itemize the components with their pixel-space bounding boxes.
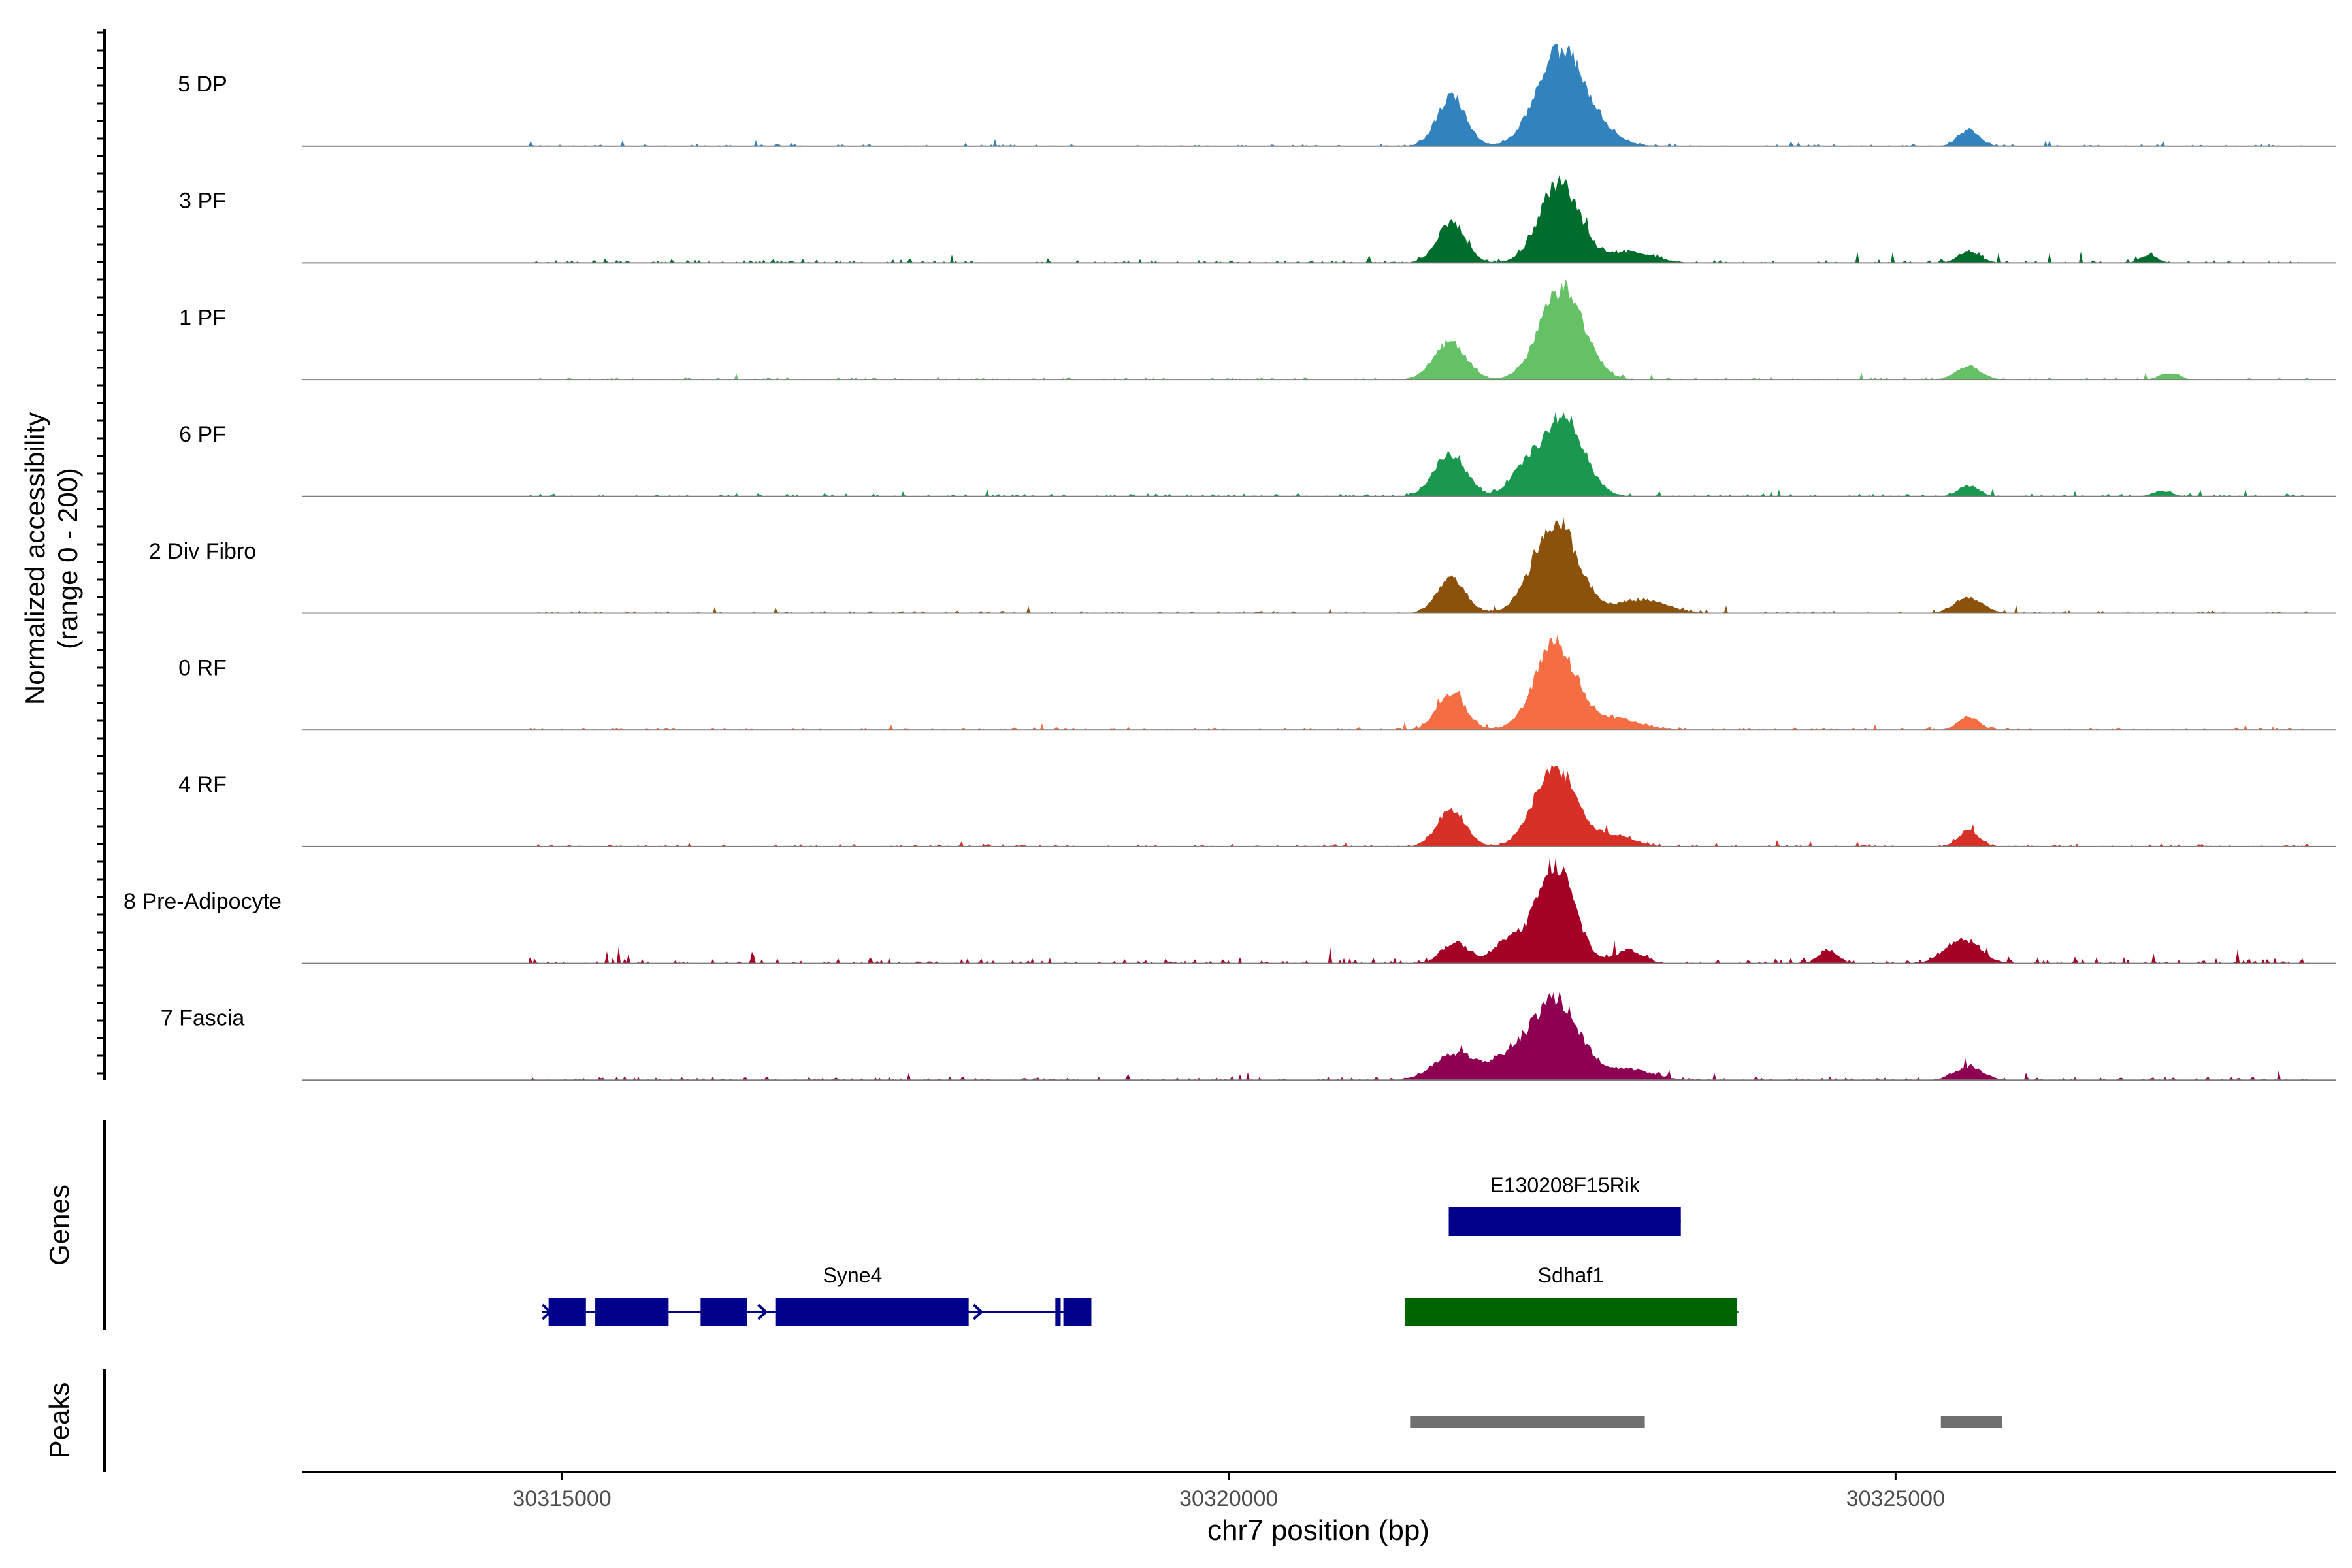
gene: Sdhaf1 (1404, 1264, 1739, 1326)
gene-label: E130208F15Rik (1490, 1173, 1640, 1197)
y-axis-title-line2: (range 0 - 200) (52, 468, 83, 649)
gene: E130208F15Rik (1448, 1173, 1681, 1236)
coverage-track: 2 Div Fibro (149, 516, 2336, 614)
gene-exon (595, 1298, 669, 1326)
x-tick-label: 30320000 (1179, 1486, 1278, 1511)
gene-label: Syne4 (823, 1264, 883, 1287)
coverage-area (529, 516, 2310, 613)
coverage-track: 4 RF (178, 764, 2336, 847)
track-label: 1 PF (179, 305, 226, 330)
coverage-area (529, 44, 2310, 146)
coverage-area (529, 634, 2310, 730)
coverage-track: 7 Fascia (161, 991, 2336, 1081)
coverage-track: 6 PF (179, 411, 2336, 497)
gene-exon (1448, 1207, 1681, 1236)
peaks-panel-label: Peaks (44, 1382, 74, 1459)
peaks-track (1410, 1416, 2002, 1428)
x-tick-label: 30325000 (1846, 1486, 1945, 1511)
x-axis-title: chr7 position (bp) (1207, 1514, 1429, 1546)
coverage-area (529, 279, 2310, 380)
x-axis-ticks: 30315000 30320000 30325000 (512, 1472, 1945, 1511)
gene-exon (548, 1298, 586, 1326)
coverage-track: 5 DP (178, 44, 2336, 147)
coverage-track: 0 RF (178, 634, 2336, 731)
strand-arrow (973, 1303, 984, 1320)
gene-exon (1063, 1298, 1092, 1326)
genes-track: E130208F15Rik Syne4 Sdhaf1 (542, 1173, 1739, 1326)
gene-exon (700, 1298, 747, 1326)
coverage-track: 3 PF (179, 174, 2336, 264)
coverage-area (529, 174, 2310, 263)
gene-label: Sdhaf1 (1538, 1264, 1604, 1287)
track-label: 4 RF (178, 772, 227, 797)
track-label: 2 Div Fibro (149, 539, 256, 564)
coverage-tracks: 5 DP 3 PF 1 PF 6 PF 2 Div Fibro 0 RF 4 RF 8 Pre… (123, 44, 2336, 1081)
coverage-track: 8 Pre-Adipocyte (123, 858, 2336, 964)
peak-region (1940, 1416, 2002, 1428)
x-tick-label: 30315000 (512, 1486, 611, 1511)
coverage-track: 1 PF (179, 279, 2336, 381)
peak-region (1410, 1416, 1645, 1428)
gene: Syne4 (542, 1264, 1092, 1326)
genes-panel-label: Genes (44, 1184, 74, 1266)
coverage-y-ticks (97, 31, 105, 1075)
coverage-area (529, 764, 2310, 847)
track-label: 3 PF (179, 189, 226, 214)
y-axis-title-line1: Normalized accessibility (20, 412, 50, 705)
coverage-area (529, 991, 2310, 1081)
gene-exon (775, 1298, 969, 1326)
track-label: 5 DP (178, 72, 227, 97)
coverage-area (529, 411, 2310, 497)
gene-exon (1405, 1298, 1737, 1326)
coverage-area (529, 858, 2310, 964)
gene-exon (1055, 1298, 1061, 1326)
strand-arrow (757, 1303, 768, 1320)
track-label: 7 Fascia (161, 1006, 245, 1031)
y-axis-title: Normalized accessibility (range 0 - 200) (20, 412, 83, 705)
track-label: 6 PF (179, 422, 226, 447)
track-label: 0 RF (178, 656, 227, 681)
track-label: 8 Pre-Adipocyte (123, 889, 282, 914)
